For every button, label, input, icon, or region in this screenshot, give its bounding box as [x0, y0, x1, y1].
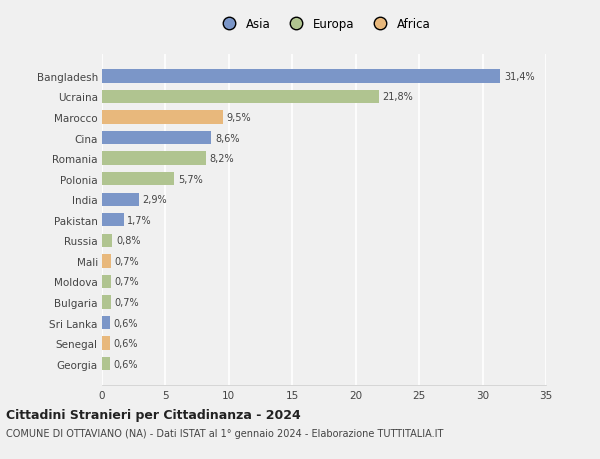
Text: 0,7%: 0,7% — [115, 277, 139, 287]
Bar — [102, 255, 111, 268]
Bar — [102, 70, 500, 84]
Text: 0,8%: 0,8% — [116, 236, 140, 246]
Bar — [102, 90, 379, 104]
Bar — [102, 234, 112, 247]
Text: 0,6%: 0,6% — [113, 359, 138, 369]
Text: 0,7%: 0,7% — [115, 297, 139, 308]
Text: 31,4%: 31,4% — [504, 72, 535, 82]
Legend: Asia, Europa, Africa: Asia, Europa, Africa — [217, 18, 431, 31]
Bar — [102, 213, 124, 227]
Bar — [102, 132, 211, 145]
Bar — [102, 193, 139, 207]
Text: COMUNE DI OTTAVIANO (NA) - Dati ISTAT al 1° gennaio 2024 - Elaborazione TUTTITAL: COMUNE DI OTTAVIANO (NA) - Dati ISTAT al… — [6, 428, 443, 438]
Bar — [102, 152, 206, 165]
Text: 5,7%: 5,7% — [178, 174, 203, 185]
Bar — [102, 296, 111, 309]
Text: 0,6%: 0,6% — [113, 338, 138, 348]
Bar — [102, 173, 175, 186]
Text: 2,9%: 2,9% — [143, 195, 167, 205]
Text: 9,5%: 9,5% — [226, 113, 251, 123]
Bar — [102, 337, 110, 350]
Text: 0,6%: 0,6% — [113, 318, 138, 328]
Bar — [102, 111, 223, 124]
Text: 1,7%: 1,7% — [127, 215, 152, 225]
Text: 0,7%: 0,7% — [115, 256, 139, 266]
Bar — [102, 316, 110, 330]
Bar — [102, 275, 111, 289]
Text: Cittadini Stranieri per Cittadinanza - 2024: Cittadini Stranieri per Cittadinanza - 2… — [6, 408, 301, 421]
Text: 21,8%: 21,8% — [382, 92, 413, 102]
Bar — [102, 357, 110, 370]
Text: 8,6%: 8,6% — [215, 133, 239, 143]
Text: 8,2%: 8,2% — [210, 154, 235, 164]
